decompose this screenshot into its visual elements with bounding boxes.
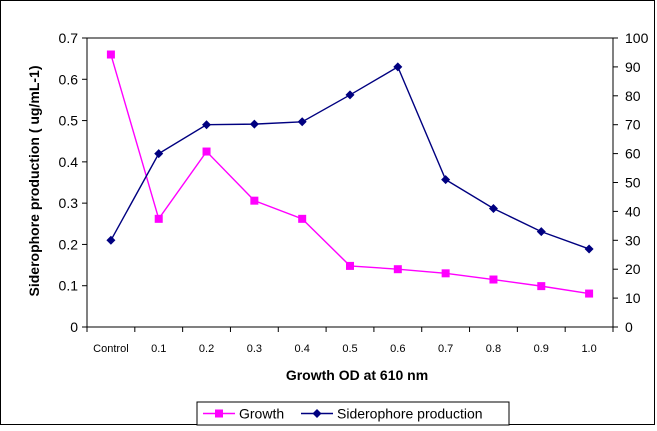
legend-marker-diamond	[312, 409, 322, 418]
y-axis-label: Siderophore production ( ug/mL-1)	[26, 66, 42, 297]
series-line	[110, 54, 590, 295]
right-tick-label: 100	[625, 30, 649, 46]
x-tick-label: 0.9	[534, 343, 549, 355]
data-point-square	[441, 269, 450, 278]
legend: Growth Siderophore production	[196, 401, 510, 426]
left-tick-label: 0.5	[59, 113, 79, 129]
right-tick-label: 80	[625, 88, 641, 104]
data-point-diamond	[249, 119, 259, 129]
plot-area	[86, 37, 614, 328]
data-point-square	[250, 196, 259, 205]
legend-label: Growth	[239, 406, 284, 422]
left-tick-label: 0.2	[59, 236, 79, 252]
left-tick-label: 0.1	[59, 278, 79, 294]
left-tick-label: 0.4	[59, 154, 79, 170]
data-point-diamond	[393, 62, 403, 72]
left-tick-label: 0.3	[59, 195, 79, 211]
series-layer	[106, 50, 594, 298]
data-point-diamond	[488, 204, 498, 214]
x-tick-label: 0.8	[486, 343, 501, 355]
right-tick-label: 70	[625, 117, 641, 133]
data-point-diamond	[536, 227, 546, 237]
x-tick-label: 1.0	[581, 343, 596, 355]
left-axis: 0 0.1 0.2 0.3 0.4 0.5 0.6 0.7	[59, 30, 87, 335]
left-tick-label: 0.7	[59, 30, 79, 46]
data-point-square	[585, 289, 594, 298]
right-tick-label: 50	[625, 175, 641, 191]
legend-box	[196, 401, 510, 426]
legend-label: Siderophore production	[337, 406, 483, 422]
data-point-square	[202, 147, 211, 156]
left-tick-label: 0	[70, 319, 78, 335]
x-axis-label: Growth OD at 610 nm	[286, 367, 428, 383]
data-point-diamond	[106, 235, 116, 245]
data-point-square	[346, 261, 354, 270]
right-tick-label: 40	[625, 203, 641, 219]
x-tick-label: Control	[93, 343, 128, 355]
x-tick-label: 0.7	[438, 343, 453, 355]
x-tick-label: 0.5	[342, 343, 357, 355]
right-tick-label: 30	[625, 232, 641, 248]
left-tick-label: 0.6	[59, 71, 79, 87]
right-tick-label: 20	[625, 261, 641, 277]
data-point-diamond	[202, 120, 212, 130]
series-growth	[106, 50, 594, 298]
x-axis: Control 0.1 0.2 0.3 0.4 0.5 0.6 0.7 0.8 0.9 1.0	[86, 327, 614, 355]
data-point-square	[298, 214, 307, 223]
x-tick-label: 0.4	[295, 343, 310, 355]
data-point-square	[393, 265, 402, 274]
right-tick-label: 0	[625, 319, 633, 335]
data-point-square	[154, 214, 163, 223]
right-tick-label: 10	[625, 290, 641, 306]
data-point-square	[537, 282, 546, 291]
x-tick-label: 0.3	[247, 343, 262, 355]
data-point-square	[489, 275, 498, 284]
series-siderophore-production	[106, 62, 594, 254]
right-tick-label: 60	[625, 146, 641, 162]
data-point-diamond	[297, 117, 307, 127]
right-tick-label: 90	[625, 59, 641, 75]
right-axis: 0 10 20 30 40 50 60 70 80 90 100	[613, 30, 649, 335]
data-point-square	[106, 50, 115, 59]
x-tick-label: 0.1	[151, 343, 166, 355]
data-point-diamond	[441, 175, 451, 185]
x-tick-label: 0.2	[199, 343, 214, 355]
legend-marker-square	[215, 409, 223, 418]
plot-border	[86, 37, 614, 328]
data-point-diamond	[154, 149, 164, 159]
x-tick-label: 0.6	[390, 343, 405, 355]
data-point-diamond	[345, 90, 355, 100]
data-point-diamond	[584, 244, 594, 254]
